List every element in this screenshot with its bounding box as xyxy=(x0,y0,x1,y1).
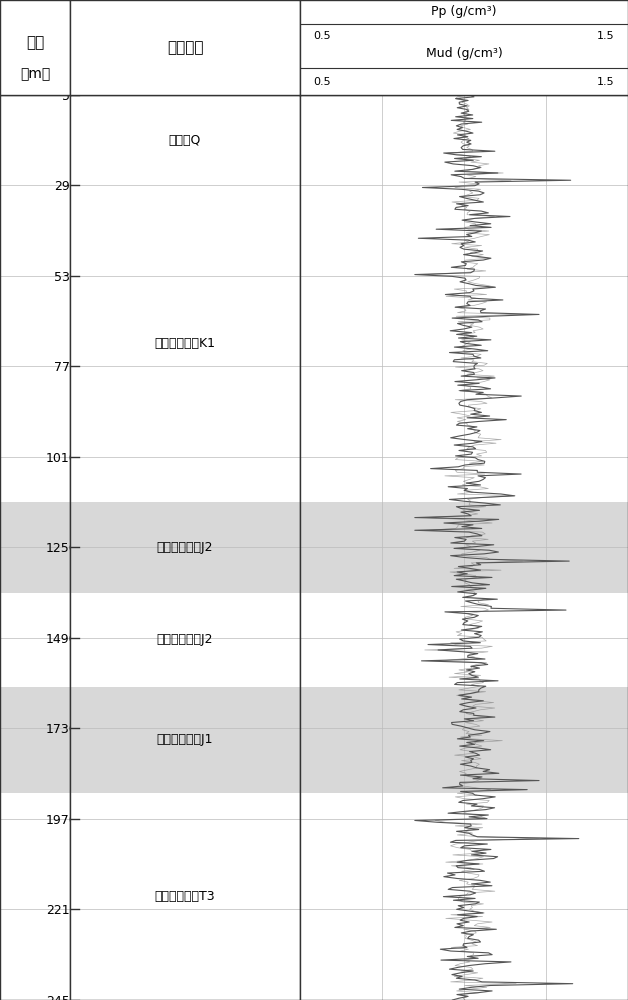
Bar xyxy=(0,502,70,593)
Bar xyxy=(70,502,300,593)
Bar xyxy=(300,687,628,793)
Text: Mud (g/cm³): Mud (g/cm³) xyxy=(426,47,502,60)
Text: 侏罗系安定组J2: 侏罗系安定组J2 xyxy=(157,541,214,554)
Bar xyxy=(300,502,628,593)
Bar xyxy=(0,687,70,793)
Bar xyxy=(70,687,300,793)
Text: 白垅系志丹群K1: 白垅系志丹群K1 xyxy=(154,337,215,350)
Text: 0.5: 0.5 xyxy=(313,31,331,41)
Text: （m）: （m） xyxy=(20,67,50,81)
Text: 0.5: 0.5 xyxy=(313,77,331,87)
Text: 侏罗系延安组J1: 侏罗系延安组J1 xyxy=(157,733,214,746)
Text: 三叠系延长组T3: 三叠系延长组T3 xyxy=(154,890,215,903)
Text: 1.5: 1.5 xyxy=(597,31,615,41)
Text: 侏罗系直罗组J2: 侏罗系直罗组J2 xyxy=(157,633,214,646)
Text: 井深: 井深 xyxy=(26,35,44,50)
Text: Pp (g/cm³): Pp (g/cm³) xyxy=(431,5,497,18)
Text: 地质分层: 地质分层 xyxy=(167,40,203,55)
Text: 1.5: 1.5 xyxy=(597,77,615,87)
Text: 第四系Q: 第四系Q xyxy=(169,134,201,147)
